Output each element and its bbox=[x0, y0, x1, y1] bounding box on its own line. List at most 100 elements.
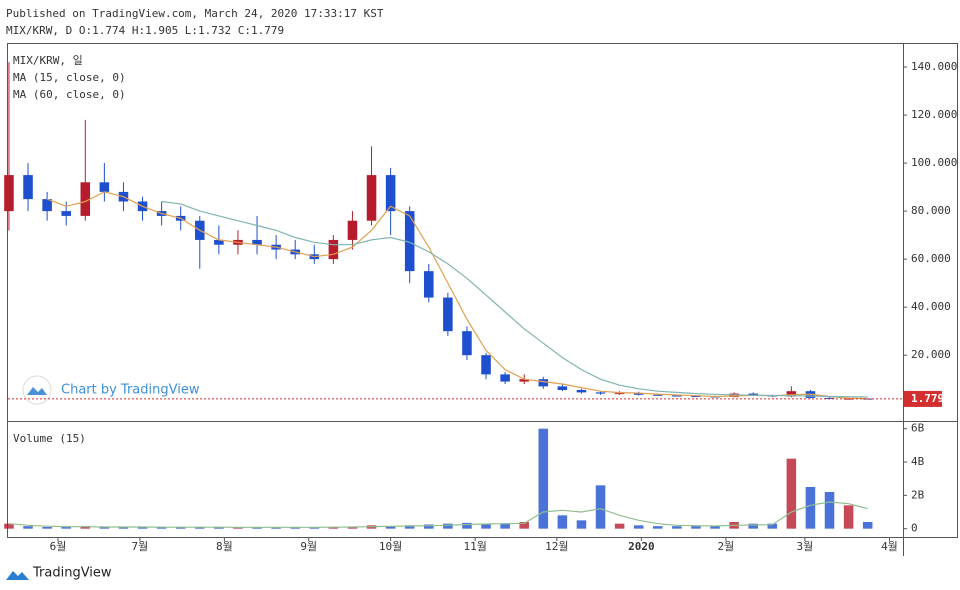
volume-bar bbox=[576, 520, 587, 529]
candle-body bbox=[824, 397, 835, 399]
candle-body bbox=[252, 239, 262, 245]
volume-bar bbox=[691, 526, 701, 529]
x-tick-label: 9월 bbox=[300, 540, 317, 553]
volume-bar bbox=[710, 526, 720, 529]
y-tick-label: 100.000 bbox=[911, 156, 957, 169]
x-tick-label: 2020 bbox=[628, 540, 655, 553]
footer-logo bbox=[6, 571, 29, 580]
volume-bar bbox=[824, 492, 835, 529]
volume-bar bbox=[653, 526, 663, 529]
volume-bar bbox=[862, 522, 873, 529]
volume-bar bbox=[4, 523, 14, 529]
volume-bar bbox=[252, 527, 262, 529]
y-tick-label: 60.000 bbox=[911, 252, 951, 265]
candle-body bbox=[424, 271, 434, 298]
candle-body bbox=[214, 239, 224, 245]
x-tick-label: 6월 bbox=[50, 540, 67, 553]
symbol-line: MIX/KRW, D O:1.774 H:1.905 L:1.732 C:1.7… bbox=[6, 24, 284, 37]
candle-body bbox=[538, 379, 549, 387]
volume-bar bbox=[175, 527, 186, 529]
candle-body bbox=[672, 395, 682, 397]
x-tick-label: 3월 bbox=[797, 540, 814, 553]
volume-bar bbox=[557, 515, 568, 529]
x-tick-label: 4월 bbox=[881, 540, 898, 553]
volume-bar bbox=[137, 527, 148, 529]
candle-body bbox=[366, 175, 377, 221]
volume-bar bbox=[385, 526, 396, 529]
volume-bar bbox=[767, 523, 778, 529]
volume-bar bbox=[156, 527, 167, 529]
candle-body bbox=[576, 389, 587, 393]
volume-bar bbox=[309, 527, 320, 529]
candle-body bbox=[481, 355, 491, 375]
volume-ma-line bbox=[8, 501, 868, 528]
pane-frame bbox=[7, 43, 958, 538]
volume-legend: Volume (15) bbox=[13, 432, 86, 445]
y-tick-label: 40.000 bbox=[911, 300, 951, 313]
x-tick-label: 12월 bbox=[545, 540, 568, 553]
candle-body bbox=[748, 393, 758, 396]
candle-body bbox=[462, 331, 472, 356]
volume-bar bbox=[61, 527, 71, 529]
volume-bar bbox=[99, 527, 110, 529]
candle-body bbox=[500, 374, 510, 382]
candle-body bbox=[42, 199, 52, 212]
candle-body bbox=[347, 220, 358, 240]
volume-bar bbox=[786, 458, 797, 529]
volume-bar bbox=[843, 505, 854, 529]
ma-legend: MA (15, close, 0) bbox=[13, 71, 126, 84]
watermark-logo bbox=[27, 387, 47, 395]
candle-body bbox=[80, 182, 91, 216]
last-price-label: 1.779 bbox=[911, 392, 944, 405]
volume-bar bbox=[195, 527, 205, 529]
volume-bar bbox=[42, 527, 52, 529]
candle-body bbox=[328, 239, 339, 260]
watermark: Chart by TradingView bbox=[22, 375, 200, 405]
volume-bar bbox=[805, 487, 816, 529]
published-line: Published on TradingView.com, March 24, … bbox=[6, 7, 384, 20]
volume-bar bbox=[347, 526, 358, 529]
x-tick-label: 8월 bbox=[216, 540, 233, 553]
volume-bar bbox=[23, 526, 33, 529]
volume-bar bbox=[271, 527, 281, 529]
volume-bar bbox=[672, 526, 682, 529]
candle-body bbox=[557, 386, 568, 390]
x-tick-label: 2월 bbox=[718, 540, 735, 553]
candle-body bbox=[4, 175, 14, 212]
volume-bar bbox=[519, 522, 529, 529]
volume-bar bbox=[424, 524, 434, 529]
y-tick-label: 140.000 bbox=[911, 60, 957, 73]
ma-line bbox=[46, 191, 868, 400]
volume-bar bbox=[595, 485, 606, 529]
volume-bar bbox=[538, 428, 549, 529]
x-tick-label: 7월 bbox=[131, 540, 148, 553]
volume-bar bbox=[633, 525, 644, 529]
volume-bar bbox=[214, 527, 224, 529]
candle-body bbox=[595, 392, 606, 394]
symbol-legend: MIX/KRW, 일 bbox=[13, 53, 83, 67]
candle-body bbox=[443, 297, 453, 332]
last-price-box bbox=[904, 390, 942, 407]
y2-tick-label: 0 bbox=[911, 522, 918, 535]
candle-body bbox=[23, 175, 33, 200]
volume-bar bbox=[500, 523, 510, 529]
watermark-text: Chart by TradingView bbox=[61, 383, 200, 398]
y-tick-label: 80.000 bbox=[911, 204, 951, 217]
candle-body bbox=[519, 379, 529, 382]
volume-bar bbox=[290, 527, 300, 529]
ma-legend: MA (60, close, 0) bbox=[13, 88, 126, 101]
volume-bar bbox=[481, 523, 491, 529]
volume-bar bbox=[80, 526, 91, 529]
volume-bar bbox=[118, 527, 129, 529]
candle-body bbox=[862, 398, 873, 400]
x-tick-label: 10월 bbox=[379, 540, 402, 553]
y2-tick-label: 2B bbox=[911, 488, 925, 501]
volume-bar bbox=[328, 527, 339, 529]
candle-body bbox=[99, 182, 110, 192]
candle-body bbox=[786, 391, 797, 397]
volume-bar bbox=[233, 527, 243, 529]
x-tick-label: 11월 bbox=[463, 540, 486, 553]
volume-bar bbox=[443, 523, 453, 529]
watermark-badge bbox=[22, 375, 52, 405]
